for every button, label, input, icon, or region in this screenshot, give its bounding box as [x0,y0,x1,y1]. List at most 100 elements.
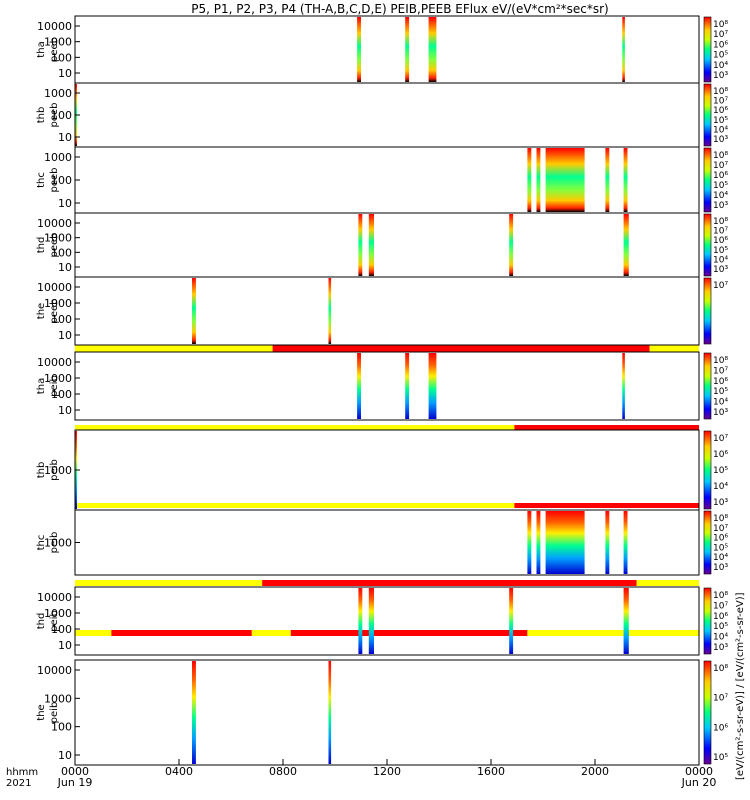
y-tick-label: 10000 [37,20,72,33]
colorbar [703,510,712,575]
colorbar-tick-label: 10⁸ [713,664,728,674]
panel-product-label: peib [49,459,60,481]
panel-frame [74,82,700,148]
x-tick-label: 0400 [165,765,193,778]
colorbar-tick-label: 10⁸ [713,87,728,97]
spectrum-interval-1 [536,511,541,574]
colorbar-tick-label: 10⁵ [713,51,728,61]
colorbar-tick-label: 10⁵ [713,543,728,553]
x-corner-label-year: 2021 [6,778,31,789]
panel-product-label: peib [49,375,60,397]
panel-frame [74,15,700,84]
spectrum-interval-0 [192,661,196,764]
colorbar-tick-label: 10⁵ [713,116,728,126]
colorbar-tick-label: 10⁵ [713,246,728,256]
x-tick-label: 2000 [581,765,609,778]
colorbar [703,430,712,510]
spectrum-interval-0 [527,148,532,212]
spectrum-interval-3 [623,588,629,654]
y-tick-label: 100 [51,388,72,401]
colorbar-tick-label: 10⁸ [713,217,728,227]
colorbar-tick-label: 10⁶ [713,723,728,733]
mode-bar-segment-0 [75,503,515,508]
spectrum-interval-2 [428,17,437,82]
mode-bar-segment-3 [290,630,528,636]
y-tick-label: 10 [58,329,72,342]
spectrum-interval-2 [509,214,514,276]
panel-product-label: peib [49,702,60,724]
colorbar-tick-label: 10⁷ [713,601,728,611]
mode-bar-segment-2 [251,630,291,636]
y-tick-label: 10 [58,131,72,144]
colorbar [703,16,712,83]
spectrum-interval-1 [328,278,332,344]
y-tick-label: 10000 [37,591,72,604]
mode-bar-segment-1 [262,580,637,586]
y-tick-label: 100 [51,174,72,187]
panel-frame [74,586,700,656]
colorbar-tick-label: 10³ [713,643,728,653]
y-tick-label: 100 [51,109,72,122]
x-tick-label: 0000 [685,765,713,778]
x-tick-label: 1600 [477,765,505,778]
y-tick-label: 10 [58,749,72,762]
y-tick-label: 1000 [44,372,72,385]
mode-bar-segment-0 [75,580,263,586]
spectrum-interval-1 [536,148,541,212]
colorbar-tick-label: 10³ [713,563,728,573]
y-tick-label: 10 [58,639,72,652]
mode-bar-segment-1 [514,503,699,508]
colorbar-tick-label: 10⁵ [713,753,728,763]
colorbar-tick-label: 10⁶ [713,40,728,50]
spectrum-interval-3 [622,17,625,82]
panel-frame [74,212,700,278]
panel-the_peib: 10000 1000 100 10 the peib 10⁸ 10⁷ 10⁶ 10⁵ [36,659,728,766]
mode-bar-segment-1 [514,425,699,430]
panel-probe-label: tha [36,378,47,394]
colorbar-tick-label: 10⁷ [713,366,728,376]
spectrum-interval-3 [605,148,610,212]
spectrum-interval-3 [623,214,629,276]
colorbar-tick-label: 10⁶ [713,612,728,622]
colorbar-tick-label: 10⁴ [713,482,728,492]
mode-bar-segment-0 [75,630,112,636]
panel-frame [74,659,700,766]
spectrum-interval-0 [527,511,532,574]
colorbar-tick-label: 10³ [713,135,728,145]
mode-bar-segment-2 [636,580,699,586]
colorbar-tick-label: 10³ [713,71,728,81]
y-tick-label: 10000 [37,356,72,369]
colorbar-tick-label: 10⁴ [713,255,728,265]
colorbar-tick-label: 10⁴ [713,61,728,71]
spectrum-interval-1 [405,17,410,82]
x-date-label-end: Jun 20 [681,776,717,789]
y-tick-label: 10000 [37,281,72,294]
spectrum-interval-2 [545,148,585,212]
spectrum-interval-0 [358,588,363,654]
panel-product-label: peeb [49,168,60,193]
colorbar-tick-label: 10⁶ [713,450,728,460]
y-tick-label: 1000 [44,464,72,477]
colorbar-tick-label: 10⁷ [713,694,728,704]
colorbar-tick-label: 10³ [713,201,728,211]
colorbar [703,83,712,147]
mode-bar-segment-2 [649,345,699,352]
colorbar-title: [eV/(cm²-s-sr-eV)] / [eV/(cm²-s-sr-eV)] [735,592,746,780]
spectrum-interval-1 [328,661,332,764]
spectrum-interval-4 [623,511,628,574]
spectrum-interval-2 [428,353,437,419]
panel-probe-label: the [36,704,47,720]
spectrum-interval-3 [622,353,625,419]
colorbar-tick-label: 10⁶ [713,377,728,387]
colorbar [703,147,712,213]
y-tick-label: 1000 [44,36,72,49]
colorbar-tick-label: 10⁵ [713,387,728,397]
panel-probe-label: thd [36,613,47,630]
panel-probe-label: thc [36,172,47,188]
mode-bar-segment-0 [75,345,273,352]
